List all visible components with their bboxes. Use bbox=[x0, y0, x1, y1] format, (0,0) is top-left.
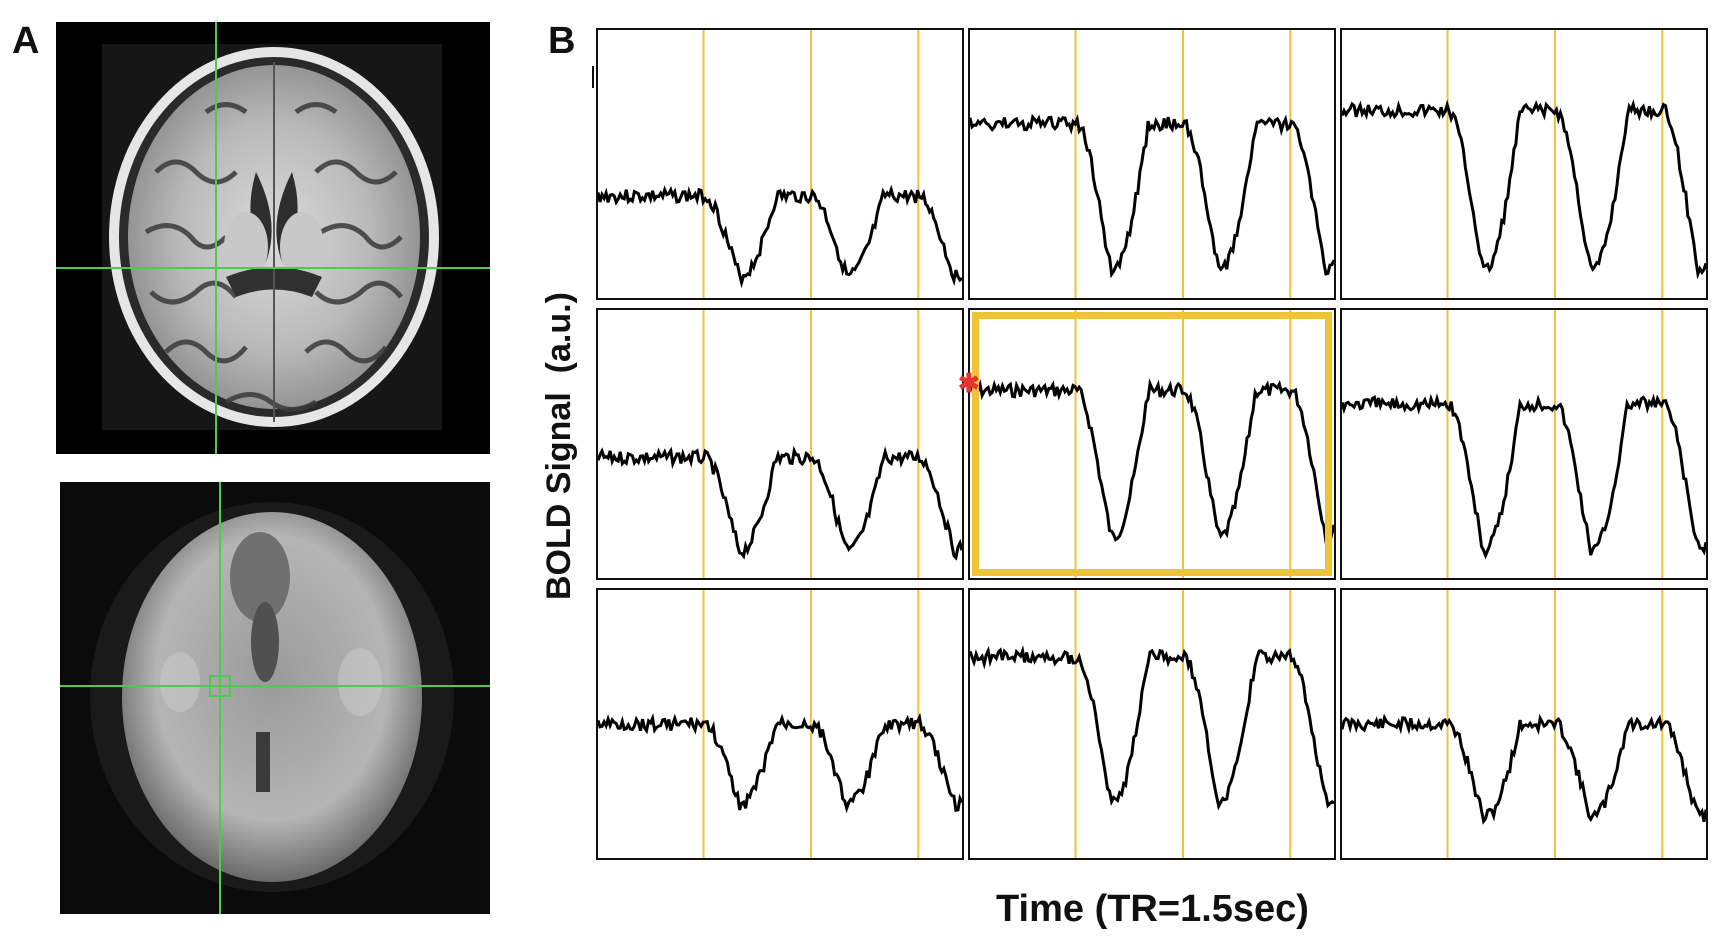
panel-b-label: B bbox=[548, 20, 576, 62]
bold-trace bbox=[970, 645, 1334, 811]
bold-trace bbox=[970, 113, 1334, 279]
timecourse-panel bbox=[1340, 588, 1708, 860]
timecourse-panel bbox=[1340, 28, 1708, 300]
timecourse-panel bbox=[1340, 308, 1708, 580]
seed-marker-icon: ✱ bbox=[958, 368, 980, 398]
timecourse-panel bbox=[968, 28, 1336, 300]
bold-trace bbox=[1342, 393, 1706, 560]
timecourse-grid: ✱ bbox=[596, 28, 1708, 876]
bold-trace bbox=[970, 378, 1334, 544]
epi-functional-image bbox=[60, 482, 490, 914]
timecourse-panel bbox=[968, 588, 1336, 860]
timecourse-panel bbox=[596, 588, 964, 860]
t1-anatomical-image bbox=[56, 22, 490, 454]
x-axis-label: Time (TR=1.5sec) bbox=[996, 888, 1309, 930]
axis-tick-mark bbox=[592, 66, 594, 88]
bold-trace bbox=[598, 445, 962, 561]
y-axis-label: BOLD Signal (a.u.) bbox=[540, 292, 578, 600]
timecourse-panel bbox=[596, 308, 964, 580]
bold-trace bbox=[1342, 98, 1706, 280]
timecourse-panel: ✱ bbox=[958, 308, 1336, 580]
bold-trace bbox=[598, 712, 962, 814]
bold-trace bbox=[1342, 713, 1706, 825]
timecourse-panel bbox=[596, 28, 964, 300]
bold-trace bbox=[598, 184, 962, 289]
panel-a-label: A bbox=[12, 20, 40, 62]
